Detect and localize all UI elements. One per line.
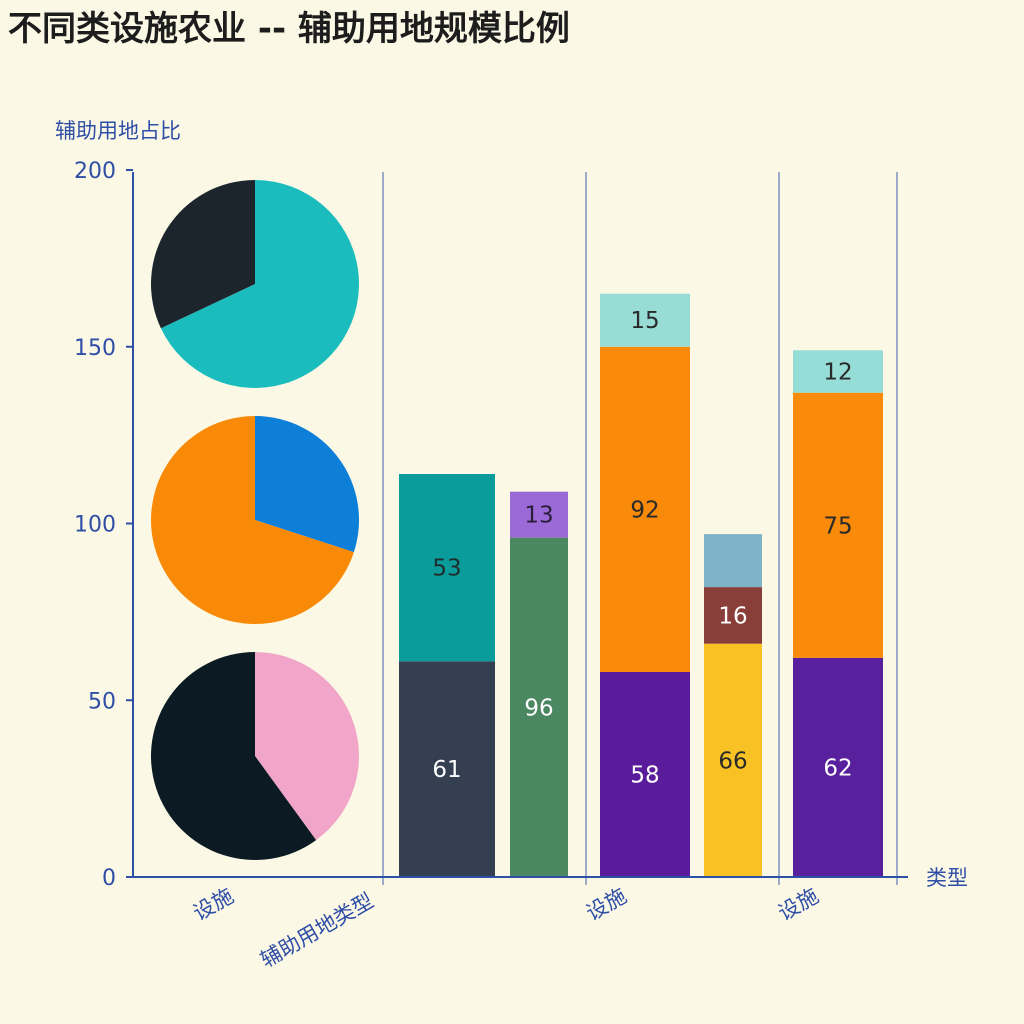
- bar-1-segment-2: [399, 474, 495, 662]
- bar-4-segment-1: [704, 643, 762, 877]
- bar-4-segment-2: [704, 587, 762, 644]
- x-tick-label: 设施: [189, 884, 237, 926]
- pie-2-slice-1: [255, 416, 360, 553]
- x-axis-label: 类型: [926, 866, 968, 890]
- bar-4-segment-3: [704, 534, 762, 588]
- bar-3-segment-3-label: 15: [630, 308, 659, 334]
- bar-3-segment-2: [600, 346, 690, 672]
- bar-1-segment-1-label: 61: [432, 757, 461, 783]
- bar-1-segment-1: [399, 661, 495, 877]
- y-tick-label: 0: [102, 866, 116, 891]
- y-axis-label: 辅助用地占比: [55, 119, 181, 143]
- y-tick-label: 200: [74, 159, 116, 184]
- bar-3-segment-2-label: 92: [630, 497, 659, 523]
- pie-1-slice-1: [160, 180, 360, 388]
- bar-2-segment-1: [510, 537, 568, 877]
- y-tick-label: 50: [88, 689, 116, 714]
- y-tick-label: 100: [74, 513, 116, 538]
- stacked-bars: 61 53 96 13 58 92 15 66 16 62 75 12: [399, 293, 883, 877]
- bar-3-segment-1-label: 58: [630, 762, 659, 788]
- x-tick-label: 设施: [582, 884, 630, 926]
- bar-3-segment-3: [600, 293, 690, 347]
- x-tick-label: 辅助用地类型: [256, 889, 377, 973]
- pie-1-slice-2: [150, 180, 255, 329]
- pie-3-slice-1: [255, 652, 360, 841]
- bar-5-segment-2: [793, 392, 883, 658]
- bar-1-segment-2-label: 53: [432, 556, 461, 582]
- bar-5-segment-1: [793, 657, 883, 877]
- chart-title: 不同类设施农业 -- 辅助用地规模比例: [8, 9, 570, 49]
- bar-4-segment-2-label: 16: [718, 603, 747, 629]
- bar-5-segment-1-label: 62: [823, 755, 852, 781]
- bar-4-segment-1-label: 66: [718, 748, 747, 774]
- pie-charts: [150, 180, 360, 860]
- pie-3-slice-2: [151, 652, 317, 860]
- pie-2-slice-2: [151, 416, 354, 624]
- bar-2-segment-1-label: 96: [524, 695, 553, 721]
- bar-2-segment-2: [510, 491, 568, 538]
- bar-2-segment-2-label: 13: [524, 503, 553, 529]
- bar-3-segment-1: [600, 671, 690, 877]
- y-tick-label: 150: [74, 336, 116, 361]
- bar-5-segment-3-label: 12: [823, 359, 852, 385]
- bar-5-segment-2-label: 75: [823, 513, 852, 539]
- bar-5-segment-3: [793, 350, 883, 393]
- x-tick-label: 设施: [774, 884, 822, 926]
